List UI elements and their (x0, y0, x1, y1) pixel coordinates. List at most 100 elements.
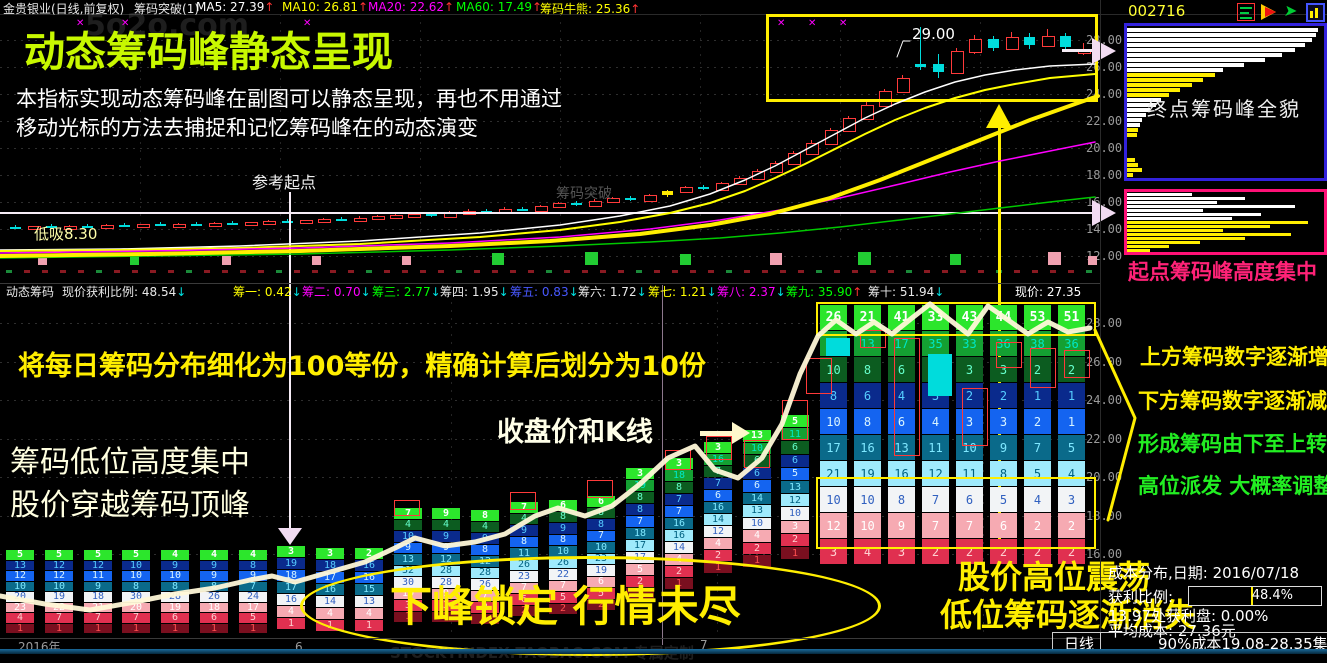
chart-window-icon[interactable] (1306, 3, 1325, 22)
chip-cell: 4 (239, 549, 267, 560)
chip-cell: 4 (432, 519, 460, 530)
panel-divider (0, 283, 1100, 284)
chip-cell: 2 (1024, 409, 1051, 434)
chip-peak-bar (1127, 201, 1217, 204)
candle-body[interactable] (825, 130, 838, 145)
candle-body[interactable] (191, 224, 202, 226)
volume-marker (858, 252, 871, 265)
candle-body[interactable] (806, 143, 819, 155)
chip-value-筹二: 筹二: 0.70↓ (302, 285, 371, 299)
candle-body[interactable] (861, 105, 874, 120)
ma-item: 筹码牛熊: 25.36↑ (540, 2, 641, 16)
candle-body[interactable] (354, 218, 367, 222)
candle-body[interactable] (227, 223, 238, 225)
arrow-icon[interactable]: ➤ (1282, 1, 1299, 20)
chip-cell: 6 (781, 454, 809, 467)
terminal-chip-box: 终点筹码峰全貌 (1124, 23, 1327, 181)
signal-x-mark: ✕ (121, 18, 130, 29)
volume-dash (852, 270, 858, 273)
candle-body[interactable] (155, 224, 166, 226)
chip-cell: 9 (200, 560, 228, 571)
chip-cell: 7 (704, 466, 732, 477)
chip-cell: 3 (956, 357, 983, 382)
chip-peak-bar (1127, 128, 1139, 132)
candle-body[interactable] (1024, 37, 1035, 45)
candle-body[interactable] (101, 225, 114, 229)
volume-dash (564, 270, 570, 273)
flag-icon[interactable] (1261, 3, 1279, 21)
volume-dash (870, 270, 876, 273)
candle-body[interactable] (137, 224, 150, 228)
volume-dash (546, 270, 552, 273)
candle-body[interactable] (1060, 36, 1071, 47)
chip-peak-bar (1127, 98, 1162, 102)
chip-cell: 3 (277, 546, 305, 557)
candle-body[interactable] (843, 118, 856, 132)
horizontal-arrow-line (0, 212, 1092, 214)
candle-body[interactable] (553, 203, 566, 208)
chip-cell: 18 (316, 560, 344, 571)
candle-body[interactable] (426, 214, 437, 216)
chip-cell: 6 (781, 441, 809, 454)
chip-cell: 16 (704, 502, 732, 513)
candle-body[interactable] (336, 219, 347, 221)
chip-cell: 30 (122, 591, 150, 602)
chip-cell: 4 (200, 549, 228, 560)
chip-cell: 6 (161, 612, 189, 623)
chip-cell: 1 (200, 623, 228, 634)
candle-body[interactable] (390, 215, 403, 219)
chip-cell: 14 (665, 542, 693, 553)
candle-body[interactable] (1042, 36, 1055, 47)
chip-cell: 8 (626, 492, 654, 503)
candle-body[interactable] (517, 209, 528, 211)
candle-body[interactable] (625, 198, 636, 200)
candle-body[interactable] (698, 187, 709, 189)
chip-cell: 17 (277, 582, 305, 593)
low-concentrate-2: 股价穿越筹码顶峰 (10, 488, 250, 523)
candle-body[interactable] (119, 225, 130, 227)
candle-body[interactable] (662, 191, 673, 195)
volume-dash (420, 270, 426, 273)
chip-cell: 17 (626, 540, 654, 551)
candle-body[interactable] (408, 214, 421, 218)
candle-body[interactable] (372, 216, 385, 220)
candle-body[interactable] (788, 153, 801, 165)
chip-value-筹三: 筹三: 2.77↓ (372, 285, 441, 299)
price-axis-label: 18.00 (1086, 168, 1123, 182)
candle-body[interactable] (318, 219, 331, 223)
candle-body[interactable] (680, 187, 693, 193)
profit-ratio-bar: 48.4% (1188, 586, 1322, 606)
candle-body[interactable] (752, 171, 765, 180)
chip-cell: 16 (355, 560, 383, 571)
candle-body[interactable] (282, 221, 293, 223)
chip-cell: 8 (510, 536, 538, 547)
kline-highlight-box (766, 14, 1098, 102)
chip-peak-bar (1127, 73, 1215, 77)
chip-value-筹八: 筹八: 2.37↓ (717, 285, 786, 299)
chip-value-筹十: 筹十: 51.94↓ (868, 285, 945, 299)
candle-body[interactable] (209, 223, 222, 227)
chip-peak-bar (1127, 103, 1156, 107)
volume-dash (960, 270, 966, 273)
candle-body[interactable] (644, 195, 657, 202)
candle-body[interactable] (571, 203, 582, 205)
chip-cell: 1 (161, 623, 189, 634)
candle-body[interactable] (734, 178, 747, 185)
candle-body[interactable] (1006, 37, 1019, 50)
candle-body[interactable] (173, 224, 186, 228)
list-icon[interactable] (1237, 3, 1255, 21)
candle-body[interactable] (716, 183, 729, 191)
close-kline-arrow-line (700, 431, 734, 436)
period-label[interactable]: 日线 (1064, 635, 1095, 653)
volume-marker (585, 252, 598, 265)
chip-cell: 5 (45, 549, 73, 560)
indicator-title: 筹码突破(1) (134, 2, 200, 16)
candle-body[interactable] (245, 222, 258, 226)
candle-body[interactable] (770, 163, 783, 173)
candle-body[interactable] (988, 39, 999, 48)
candle-body[interactable] (10, 227, 21, 229)
candle-body[interactable] (969, 39, 982, 53)
candle-body[interactable] (300, 220, 313, 224)
candle-body[interactable] (263, 221, 276, 225)
headline-body-1: 本指标实现动态筹码峰在副图可以静态呈现，再也不用通过 (16, 87, 562, 111)
